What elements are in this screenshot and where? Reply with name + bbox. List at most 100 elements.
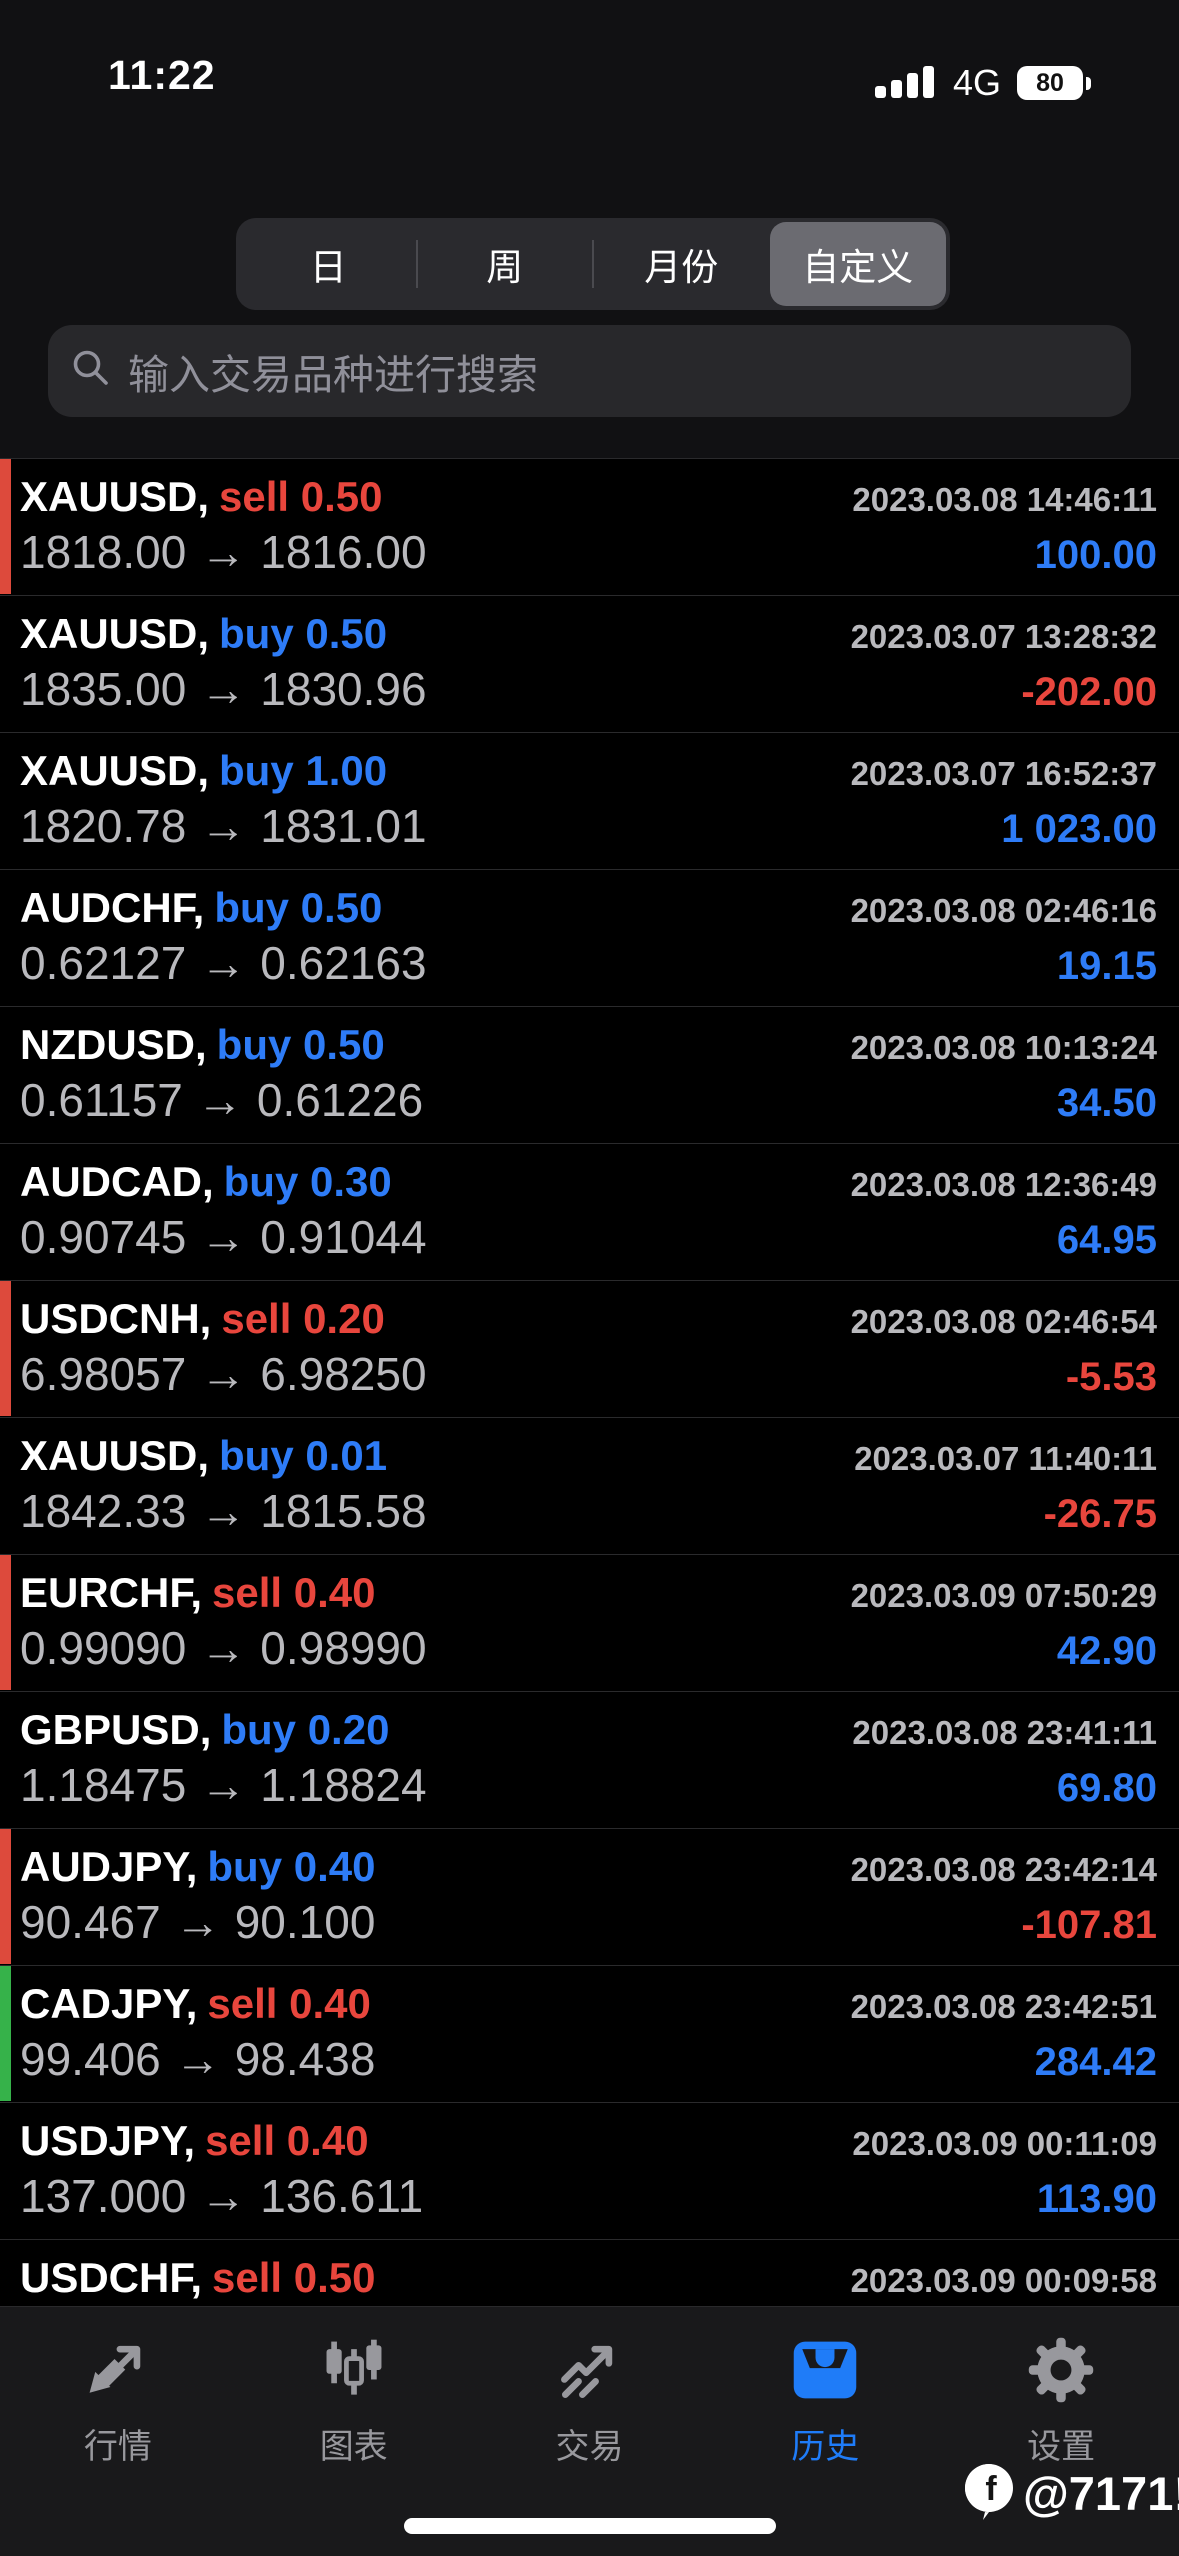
close-price: 1831.01 bbox=[260, 800, 427, 852]
period-segmented-control: 日 周 月份 自定义 bbox=[236, 218, 950, 310]
trade-row[interactable]: XAUUSD, buy 0.50 2023.03.07 13:28:32 1835… bbox=[0, 596, 1179, 733]
tab-trade[interactable]: 交易 bbox=[472, 2331, 708, 2468]
trade-profit: -5.53 bbox=[1065, 1355, 1157, 1399]
facebook-watermark: f @7171! bbox=[963, 2462, 1179, 2525]
trade-row[interactable]: XAUUSD, buy 1.00 2023.03.07 16:52:37 1820… bbox=[0, 733, 1179, 870]
trade-prices: 1.18475 → 1.18824 bbox=[20, 1758, 427, 1812]
trade-profit: -26.75 bbox=[1043, 1492, 1157, 1536]
trade-symbol-and-deal: XAUUSD, buy 0.01 bbox=[20, 1432, 387, 1480]
trade-symbol: NZDUSD, bbox=[20, 1021, 207, 1068]
trade-profit: 69.80 bbox=[1056, 1766, 1157, 1810]
trade-symbol-and-deal: AUDJPY, buy 0.40 bbox=[20, 1843, 376, 1891]
status-bar: 11:22 4G 80 bbox=[0, 0, 1179, 140]
close-price: 0.62163 bbox=[260, 937, 427, 989]
trade-profit: 1 023.00 bbox=[1001, 807, 1157, 851]
close-price: 0.91044 bbox=[260, 1211, 427, 1263]
trade-row[interactable]: USDJPY, sell 0.40 2023.03.09 00:11:09 137… bbox=[0, 2103, 1179, 2240]
trade-symbol-and-deal: NZDUSD, buy 0.50 bbox=[20, 1021, 385, 1069]
tab-history[interactable]: 历史 bbox=[707, 2331, 943, 2468]
trade-profit: 64.95 bbox=[1056, 1218, 1157, 1262]
trade-deal: sell 0.40 bbox=[207, 1980, 371, 2027]
trade-row[interactable]: USDCNH, sell 0.20 2023.03.08 02:46:54 6.9… bbox=[0, 1281, 1179, 1418]
trade-symbol: AUDJPY, bbox=[20, 1843, 198, 1890]
facebook-icon: f bbox=[963, 2462, 1015, 2525]
trade-symbol-and-deal: AUDCHF, buy 0.50 bbox=[20, 884, 382, 932]
arrow-right-icon: → bbox=[200, 1485, 247, 1537]
tab-history-label: 历史 bbox=[791, 2428, 860, 2466]
close-price: 1.18824 bbox=[260, 1759, 427, 1811]
watermark-handle: @7171! bbox=[1022, 2467, 1179, 2520]
trade-symbol: AUDCHF, bbox=[20, 884, 205, 931]
tab-quotes[interactable]: 行情 bbox=[0, 2331, 236, 2468]
trade-row-bottom-line: 0.62127 → 0.62163 19.15 bbox=[20, 936, 1157, 990]
trade-prices: 6.98057 → 6.98250 bbox=[20, 1347, 427, 1401]
trade-row[interactable]: NZDUSD, buy 0.50 2023.03.08 10:13:24 0.61… bbox=[0, 1007, 1179, 1144]
trade-row[interactable]: XAUUSD, buy 0.01 2023.03.07 11:40:11 1842… bbox=[0, 1418, 1179, 1555]
trade-timestamp: 2023.03.09 00:11:09 bbox=[852, 2125, 1157, 2162]
tab-charts[interactable]: 图表 bbox=[236, 2331, 472, 2468]
trade-row[interactable]: GBPUSD, buy 0.20 2023.03.08 23:41:11 1.18… bbox=[0, 1692, 1179, 1829]
trade-row[interactable]: AUDJPY, buy 0.40 2023.03.08 23:42:14 90.4… bbox=[0, 1829, 1179, 1966]
trade-deal: sell 0.40 bbox=[205, 2117, 369, 2164]
trade-deal: sell 0.50 bbox=[212, 2254, 376, 2301]
trade-symbol-and-deal: EURCHF, sell 0.40 bbox=[20, 1569, 375, 1617]
trade-symbol-and-deal: XAUUSD, sell 0.50 bbox=[20, 473, 383, 521]
trade-row-bottom-line: 99.406 → 98.438 284.42 bbox=[20, 2032, 1157, 2086]
trade-deal: sell 0.50 bbox=[219, 473, 383, 520]
trade-timestamp: 2023.03.08 02:46:54 bbox=[850, 1303, 1157, 1340]
trade-symbol: USDJPY, bbox=[20, 2117, 196, 2164]
tab-settings[interactable]: 设置 bbox=[943, 2331, 1179, 2468]
trade-row[interactable]: AUDCHF, buy 0.50 2023.03.08 02:46:16 0.62… bbox=[0, 870, 1179, 1007]
trade-symbol-and-deal: USDJPY, sell 0.40 bbox=[20, 2117, 369, 2165]
arrow-right-icon: → bbox=[200, 1622, 247, 1674]
trade-symbol: GBPUSD, bbox=[20, 1706, 212, 1753]
trade-prices: 137.000 → 136.611 bbox=[20, 2169, 423, 2223]
trade-deal: sell 0.20 bbox=[221, 1295, 385, 1342]
arrow-right-icon: → bbox=[200, 1759, 247, 1811]
settings-icon bbox=[1022, 2331, 1100, 2409]
open-price: 1818.00 bbox=[20, 526, 187, 578]
trade-row[interactable]: AUDCAD, buy 0.30 2023.03.08 12:36:49 0.90… bbox=[0, 1144, 1179, 1281]
trade-timestamp: 2023.03.08 23:42:51 bbox=[850, 1988, 1157, 2025]
trade-symbol: EURCHF, bbox=[20, 1569, 203, 1616]
trade-row[interactable]: CADJPY, sell 0.40 2023.03.08 23:42:51 99.… bbox=[0, 1966, 1179, 2103]
trade-row-top-line: CADJPY, sell 0.40 2023.03.08 23:42:51 bbox=[20, 1980, 1157, 2028]
trade-symbol: CADJPY, bbox=[20, 1980, 198, 2027]
trade-symbol-and-deal: XAUUSD, buy 0.50 bbox=[20, 610, 387, 658]
trade-prices: 0.62127 → 0.62163 bbox=[20, 936, 427, 990]
trade-row[interactable]: XAUUSD, sell 0.50 2023.03.08 14:46:11 181… bbox=[0, 459, 1179, 596]
trade-symbol: USDCHF, bbox=[20, 2254, 203, 2301]
trade-symbol-and-deal: AUDCAD, buy 0.30 bbox=[20, 1158, 392, 1206]
trade-symbol-and-deal: USDCHF, sell 0.50 bbox=[20, 2254, 375, 2302]
arrow-right-icon: → bbox=[200, 800, 247, 852]
trade-prices: 0.61157 → 0.61226 bbox=[20, 1073, 423, 1127]
search-input[interactable]: 输入交易品种进行搜索 bbox=[48, 325, 1131, 417]
trade-timestamp: 2023.03.08 23:42:14 bbox=[850, 1851, 1157, 1888]
segment-week[interactable]: 周 bbox=[415, 222, 594, 306]
home-indicator[interactable] bbox=[403, 2518, 776, 2534]
trade-symbol-and-deal: XAUUSD, buy 1.00 bbox=[20, 747, 387, 795]
close-price: 90.100 bbox=[234, 1896, 376, 1948]
tab-quotes-label: 行情 bbox=[83, 2428, 152, 2466]
tab-bar-items: 行情 图表 bbox=[0, 2307, 1179, 2468]
arrow-right-icon: → bbox=[200, 2170, 247, 2222]
trade-profit: 42.90 bbox=[1056, 1629, 1157, 1673]
trade-row[interactable]: EURCHF, sell 0.40 2023.03.09 07:50:29 0.9… bbox=[0, 1555, 1179, 1692]
open-price: 0.99090 bbox=[20, 1622, 187, 1674]
trade-deal: buy 0.01 bbox=[219, 1432, 388, 1479]
trade-deal: buy 0.50 bbox=[214, 884, 383, 931]
segment-day[interactable]: 日 bbox=[309, 247, 347, 288]
trade-deal: buy 0.30 bbox=[223, 1158, 392, 1205]
segment-month[interactable]: 月份 bbox=[592, 222, 770, 306]
trade-deal: buy 0.50 bbox=[216, 1021, 385, 1068]
segment-custom[interactable]: 自定义 bbox=[769, 222, 946, 306]
trade-profit: 34.50 bbox=[1056, 1081, 1157, 1125]
close-price: 1815.58 bbox=[260, 1485, 427, 1537]
trade-prices: 1818.00 → 1816.00 bbox=[20, 525, 427, 579]
open-price: 90.467 bbox=[20, 1896, 161, 1948]
trade-prices: 1835.00 → 1830.96 bbox=[20, 662, 427, 716]
search-placeholder: 输入交易品种进行搜索 bbox=[128, 352, 538, 398]
trade-icon bbox=[550, 2331, 628, 2409]
trade-row[interactable]: USDCHF, sell 0.50 2023.03.09 00:09:58 bbox=[0, 2240, 1179, 2307]
trade-prices: 1820.78 → 1831.01 bbox=[20, 799, 427, 853]
